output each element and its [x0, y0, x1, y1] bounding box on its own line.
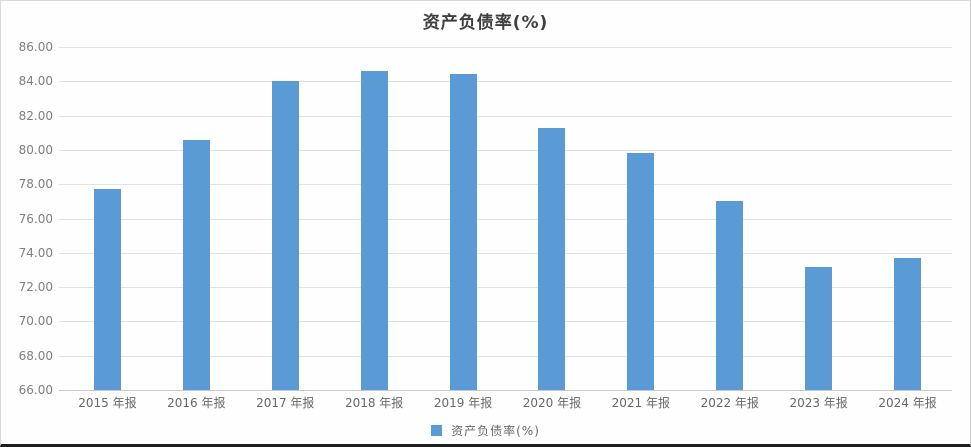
legend-swatch-icon [431, 425, 443, 436]
y-tick-label: 66.00 [18, 383, 53, 397]
gridline [59, 321, 952, 323]
gridline [59, 115, 952, 117]
bar-2022年报 [716, 201, 744, 390]
chart-title: 资产负债率(%) [422, 13, 549, 33]
bar-2018年报 [360, 71, 388, 390]
x-tick-label: 2024 年报 [878, 396, 937, 410]
y-tick-label: 82.00 [18, 108, 53, 123]
x-tick-label: 2021 年报 [611, 396, 671, 410]
legend-label: 资产负债率(%) [451, 424, 540, 438]
y-tick-label: 72.00 [18, 280, 53, 295]
y-tick-label: 68.00 [18, 348, 53, 363]
bar-2020年报 [538, 127, 566, 390]
bar-2016年报 [182, 139, 210, 390]
gridline [59, 252, 952, 254]
plot-area [59, 47, 952, 391]
y-tick-label: 86.00 [18, 40, 53, 54]
y-tick-label: 76.00 [18, 211, 53, 226]
gridline [59, 184, 952, 186]
legend: 资产负债率(%) [1, 422, 970, 439]
y-tick-label: 84.00 [18, 74, 53, 89]
bar-2021年报 [627, 153, 655, 390]
bar-2015年报 [93, 189, 121, 390]
bar-2024年报 [894, 257, 922, 390]
x-axis-line [59, 390, 952, 391]
bar-2017年报 [271, 81, 299, 390]
x-tick-label: 2016 年报 [167, 396, 226, 410]
bar-2023年报 [805, 266, 833, 390]
y-tick-label: 70.00 [18, 314, 53, 329]
x-tick-label: 2017 年报 [256, 396, 315, 410]
y-tick-label: 78.00 [18, 177, 53, 192]
x-tick-label: 2023 年报 [789, 396, 848, 410]
gridline [59, 287, 952, 289]
y-tick-label: 80.00 [18, 142, 53, 157]
gridline [59, 47, 952, 48]
gridline [59, 81, 952, 83]
x-tick-label: 2020 年报 [522, 396, 582, 410]
gridline [59, 149, 952, 151]
x-tick-label: 2022 年报 [700, 396, 759, 410]
x-tick-label: 2015 年报 [78, 396, 137, 410]
x-tick-label: 2019 年报 [433, 396, 493, 410]
gridline [59, 355, 952, 357]
y-tick-label: 74.00 [18, 245, 53, 260]
gridline [59, 218, 952, 220]
bar-2019年报 [449, 74, 477, 390]
x-tick-label: 2018 年报 [344, 396, 404, 410]
